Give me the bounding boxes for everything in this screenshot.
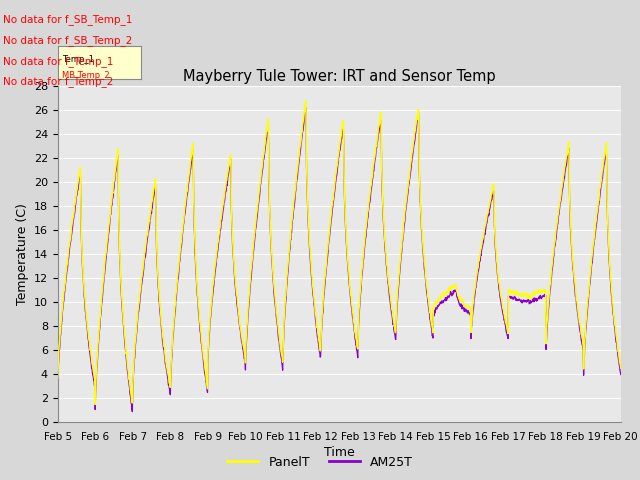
Text: No data for f_SB_Temp_1: No data for f_SB_Temp_1 xyxy=(3,14,132,25)
Text: MB Temp_2: MB Temp_2 xyxy=(61,71,109,80)
Text: No data for f_Temp_2: No data for f_Temp_2 xyxy=(3,76,113,87)
Y-axis label: Temperature (C): Temperature (C) xyxy=(17,204,29,305)
X-axis label: Time: Time xyxy=(324,446,355,459)
Text: No data for f_Temp_1: No data for f_Temp_1 xyxy=(3,56,113,67)
Text: Temp_1: Temp_1 xyxy=(61,55,93,64)
Legend: PanelT, AM25T: PanelT, AM25T xyxy=(222,451,418,474)
Text: No data for f_SB_Temp_2: No data for f_SB_Temp_2 xyxy=(3,35,132,46)
Title: Mayberry Tule Tower: IRT and Sensor Temp: Mayberry Tule Tower: IRT and Sensor Temp xyxy=(183,69,495,84)
